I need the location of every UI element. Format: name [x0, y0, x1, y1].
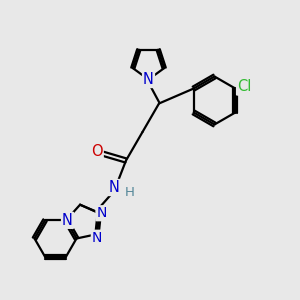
Text: Cl: Cl — [237, 80, 251, 94]
Text: O: O — [91, 144, 103, 159]
Text: N: N — [92, 231, 102, 245]
Text: N: N — [62, 213, 73, 228]
Text: H: H — [125, 186, 135, 200]
Text: N: N — [96, 206, 107, 220]
Text: N: N — [109, 180, 119, 195]
Text: N: N — [143, 72, 154, 87]
